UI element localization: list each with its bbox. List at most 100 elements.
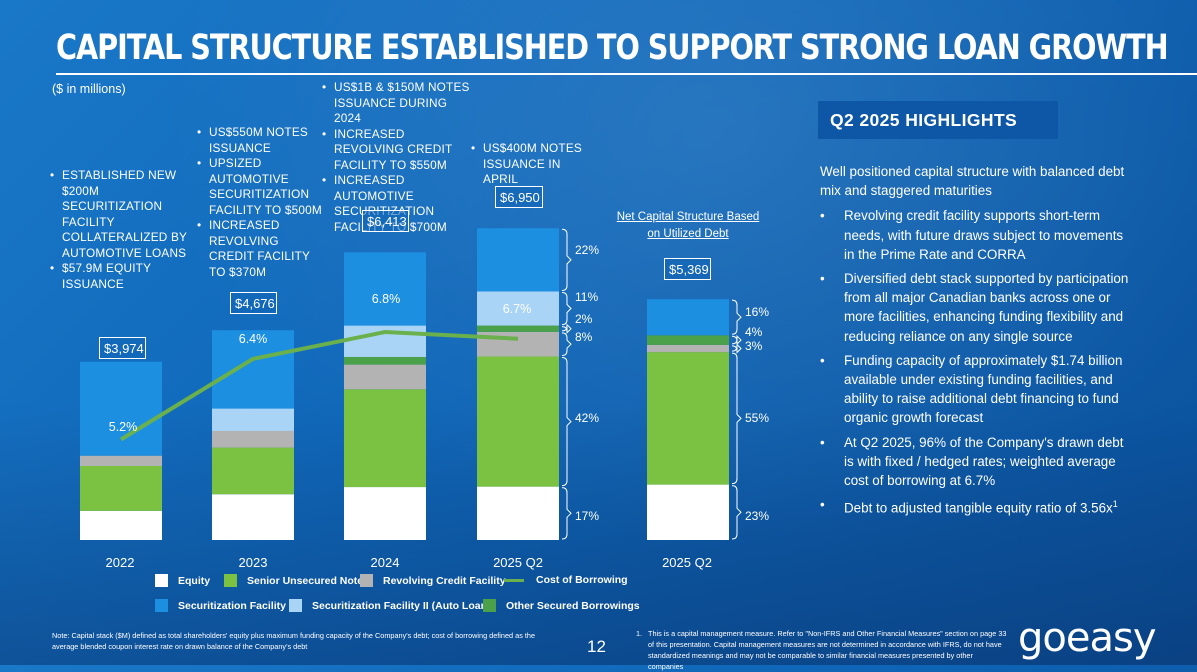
cost-of-borrowing-line [119,329,519,442]
net-total-label: $5,369 [664,258,711,280]
cost-label-2022: 5.2% [108,420,138,434]
net-bar-sec1 [647,299,729,336]
highlight-text: Debt to adjusted tangible equity ratio o… [844,500,1113,516]
brace-net-3 [731,334,742,346]
bar-sec1-2022 [80,361,162,456]
net-pct-label: 23% [745,509,770,523]
bar-revolving-2022 [80,455,162,466]
net-pct-label: 3% [745,339,763,353]
footnote-left: Note: Capital stack ($M) defined as tota… [52,631,536,651]
page-title: CAPITAL STRUCTURE ESTABLISHED TO SUPPORT… [56,28,1169,68]
pct-label: 11% [575,290,599,304]
legend-label: Cost of Borrowing [536,574,628,586]
annotation-2023: US$550M NOTES ISSUANCE UPSIZED AUTOMOTIV… [197,125,327,280]
bar-senior-2024 [344,389,426,488]
legend-swatch [224,574,237,587]
highlight-item: Diversified debt stack supported by part… [820,269,1135,346]
legend-swatch [155,599,168,612]
brace-2025q2-3 [561,323,572,334]
highlights-intro: Well positioned capital structure with b… [820,164,1125,199]
brace-net-1 [731,352,742,485]
x-label-2023: 2023 [238,555,268,570]
net-bar-equity [647,484,729,540]
bar-sec1-2023 [212,330,294,409]
bar-revolving-2023 [212,430,294,448]
net-bar-revolving [647,344,729,353]
brace-2025q2-5 [561,228,572,291]
x-label-2025q2: 2025 Q2 [493,555,543,570]
bar-sec1-2024 [344,252,426,326]
pct-label: 8% [575,330,593,344]
total-label-2023: $4,676 [230,292,277,314]
annotation-item: INCREASED REVOLVING CREDIT FACILITY TO $… [197,218,327,280]
net-bar-other [647,335,729,345]
bar-senior-2025q2 [477,356,559,487]
legend-other: Other Secured Borrowings [483,599,640,612]
x-label-2024: 2024 [370,555,400,570]
bar-equity-2023 [212,494,294,540]
footnote-right-number: 1. [636,629,643,638]
legend-label: Securitization Facility I [178,599,292,612]
annotation-item: US$400M NOTES ISSUANCE IN APRIL [471,141,589,188]
footnote-right: This is a capital management measure. Re… [648,629,1007,671]
highlights-body: Well positioned capital structure with b… [820,162,1135,523]
pct-label: 22% [575,243,600,257]
bar-equity-2025q2 [477,486,559,540]
highlight-item: Funding capacity of approximately $1.74 … [820,351,1135,428]
annotation-item: $57.9M EQUITY ISSUANCE [50,261,200,292]
legend-revolving: Revolving Credit Facility [360,574,506,587]
legend-swatch [360,574,373,587]
bar-senior-2022 [80,465,162,511]
legend-swatch [289,599,302,612]
brace-2025q2-2 [561,332,572,357]
legend-cost: Cost of Borrowing [504,574,628,586]
legend-label: Revolving Credit Facility [383,574,506,587]
legend-equity: Equity [155,574,210,587]
highlights-heading: Q2 2025 HIGHLIGHTS [818,101,1058,139]
title-divider [56,73,1197,75]
brace-net-0 [731,485,742,540]
legend-sec1: Securitization Facility I [155,599,292,612]
x-label-net: 2025 Q2 [662,555,712,570]
cost-label-2025q2: 6.7% [502,302,532,316]
net-pct-label: 55% [745,411,770,425]
legend-label: Other Secured Borrowings [506,599,640,612]
total-label-2025q2: $6,950 [495,186,543,208]
bar-revolving-2024 [344,364,426,390]
legend-sec2: Securitization Facility II (Auto Loans) [289,599,496,612]
annotation-item: INCREASED REVOLVING CREDIT FACILITY TO $… [322,127,472,174]
bar-senior-2023 [212,447,294,495]
bar-sec2-2023 [212,408,294,431]
annotation-item: ESTABLISHED NEW $200M SECURITIZATION FAC… [50,168,200,261]
highlight-item: Revolving credit facility supports short… [820,206,1135,264]
annotation-item: US$1B & $150M NOTES ISSUANCE DURING 2024 [322,80,472,127]
annotation-item: US$550M NOTES ISSUANCE [197,125,327,156]
annotation-item: UPSIZED AUTOMOTIVE SECURITIZATION FACILI… [197,156,327,218]
brace-2025q2-4 [561,291,572,326]
legend-label: Senior Unsecured Note [247,574,364,587]
units-note: ($ in millions) [52,82,126,96]
legend-swatch [155,574,168,587]
brace-2025q2-1 [561,357,572,487]
bar-equity-2022 [80,510,162,540]
bar-equity-2024 [344,487,426,540]
net-bar-senior [647,352,729,485]
page-number: 12 [587,637,606,656]
annotation-2022: ESTABLISHED NEW $200M SECURITIZATION FAC… [50,168,200,292]
bar-other-2025q2 [477,325,559,332]
net-structure-title: Net Capital Structure Based on Utilized … [616,211,760,240]
pct-label: 17% [575,509,600,523]
highlight-item: At Q2 2025, 96% of the Company's drawn d… [820,433,1135,491]
legend-label: Equity [178,574,211,587]
brace-net-2 [731,343,742,354]
total-label-2024: $6,413 [362,210,409,232]
net-pct-label: 4% [745,325,763,339]
pct-label: 42% [575,411,600,425]
legend-label: Securitization Facility II (Auto Loans) [312,599,497,612]
legend-swatch [483,599,496,612]
cost-label-2024: 6.8% [371,292,401,306]
footnote-ref: 1 [1112,499,1118,510]
x-label-2022: 2022 [105,555,135,570]
cost-label-2023: 6.4% [238,332,268,346]
brace-net-4 [731,299,742,335]
